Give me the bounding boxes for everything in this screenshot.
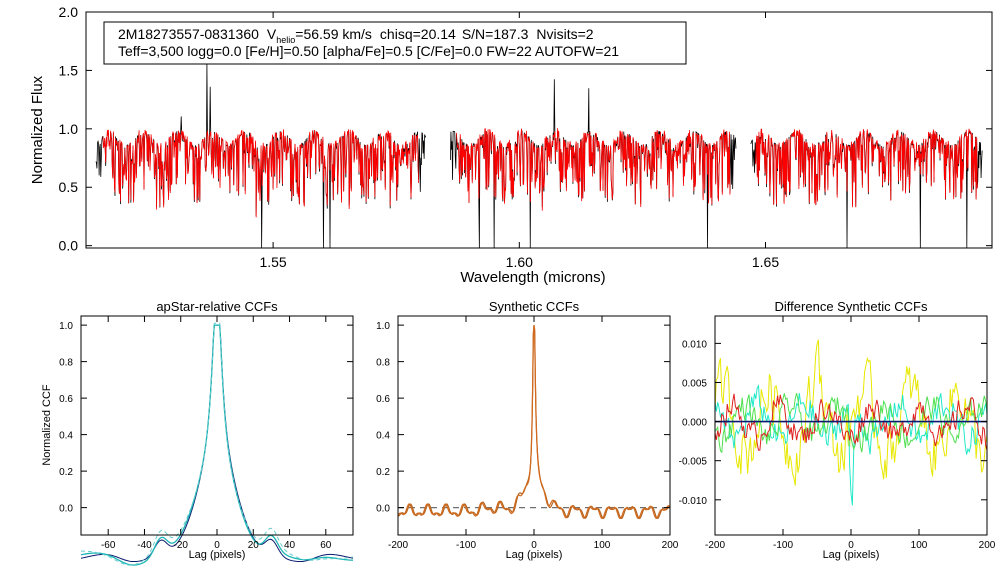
vhelio-subscript: helio <box>276 35 295 45</box>
y-tick-label: 0.6 <box>59 394 73 405</box>
y-tick-label: 0.4 <box>59 431 73 442</box>
y-tick-label: 0.0 <box>376 504 390 515</box>
spectrum-y-label: Normalized Flux <box>29 75 46 184</box>
synthetic-spectrum-line <box>755 128 978 208</box>
nvisits-value: Nvisits=2 <box>536 26 593 42</box>
x-tick-label: -60 <box>101 540 116 551</box>
spectrum-ticks: 1.55 1.60 1.65 0.0 0.5 1.0 1.5 2.0 <box>59 4 992 270</box>
annotation-box <box>103 21 687 65</box>
x-tick-label: 0 <box>214 540 220 551</box>
synthetic-ccf-axes-frame <box>397 315 671 536</box>
difference-ccf-lines <box>714 339 988 506</box>
x-tick-label: 200 <box>662 540 679 551</box>
annotation-line-1: 2M18273557-0831360 Vhelio=56.59 km/s chisq… <box>118 26 594 45</box>
synthetic-ccf-series-line <box>397 325 671 520</box>
apstar-ccf-ticks: -60 -40 -20 0 20 40 60 0.0 0.2 0.4 0.6 0.8 1.0 <box>59 316 353 551</box>
x-tick-label: -200 <box>705 540 725 551</box>
apstar-ccf-y-label: Normalized CCF <box>41 384 53 466</box>
y-tick-label: 0.8 <box>376 358 390 369</box>
x-tick-label: 200 <box>979 540 996 551</box>
y-tick-label: 0.010 <box>682 339 707 350</box>
difference-ccf-title: Difference Synthetic CCFs <box>775 299 928 314</box>
vhelio-label: V <box>267 26 277 42</box>
star-id: 2M18273557-0831360 <box>118 26 259 42</box>
y-tick-label: 1.5 <box>59 62 79 78</box>
y-tick-label: 0.8 <box>59 358 73 369</box>
annotation-line-2: Teff=3,500 logg=0.0 [Fe/H]=0.50 [alpha/F… <box>118 43 619 59</box>
x-tick-label: 20 <box>248 540 260 551</box>
x-tick-label: 1.65 <box>752 254 779 270</box>
x-tick-label: -200 <box>388 540 408 551</box>
x-tick-label: 60 <box>320 540 332 551</box>
y-tick-label: 0.0 <box>59 238 79 254</box>
y-tick-label: 2.0 <box>59 4 79 20</box>
apstar-ccf-series-line <box>80 322 354 566</box>
y-tick-label: -0.010 <box>679 496 708 507</box>
x-tick-label: -40 <box>137 540 152 551</box>
difference-ccf-series-line <box>714 384 988 506</box>
y-tick-label: -0.005 <box>679 457 708 468</box>
x-tick-label: 100 <box>594 540 611 551</box>
y-tick-label: 1.0 <box>59 121 79 137</box>
difference-ccf-series-line <box>714 393 988 451</box>
x-tick-label: -100 <box>773 540 793 551</box>
x-tick-label: 100 <box>911 540 928 551</box>
apstar-ccf-title: apStar-relative CCFs <box>156 299 278 314</box>
apstar-ccf-axes-frame <box>80 315 354 536</box>
difference-ccf-series-line <box>714 339 988 486</box>
y-tick-label: 0.0 <box>59 504 73 515</box>
spectrum-x-label: Wavelength (microns) <box>460 269 605 286</box>
x-tick-label: -100 <box>456 540 476 551</box>
x-tick-label: 0 <box>848 540 854 551</box>
apstar-ccf-x-label: Lag (pixels) <box>189 549 246 561</box>
x-tick-label: 0 <box>531 540 537 551</box>
apstar-ccf-series-line <box>80 324 354 566</box>
synthetic-ccf-lines <box>397 325 671 520</box>
y-tick-label: 1.0 <box>376 321 390 332</box>
y-tick-label: 0.4 <box>376 431 390 442</box>
apstar-ccf-series-line <box>80 324 354 563</box>
synthetic-ccf-x-label: Lag (pixels) <box>506 549 563 561</box>
apstar-ccf-panel: apStar-relative CCFs -60 -40 -20 0 20 40 60 0.0… <box>41 299 354 566</box>
difference-ccf-x-label: Lag (pixels) <box>823 549 880 561</box>
x-tick-label: 1.60 <box>506 254 533 270</box>
synthetic-ccf-title: Synthetic CCFs <box>489 299 580 314</box>
synthetic-spectrum-line <box>102 129 420 218</box>
spectrum-axes-frame <box>85 11 993 249</box>
synthetic-ccf-series-line <box>397 325 671 520</box>
x-tick-label: -20 <box>174 540 189 551</box>
y-tick-label: 0.6 <box>376 394 390 405</box>
y-tick-label: 0.5 <box>59 179 79 195</box>
apstar-ccf-lines <box>80 322 354 566</box>
y-tick-label: 0.2 <box>59 467 73 478</box>
spectrum-lines <box>95 62 983 249</box>
difference-ccf-ticks: -200 -100 0 100 200 -0.010 -0.005 0.000 0.005 0.0… <box>679 316 996 551</box>
chisq-value: chisq=20.14 <box>380 26 456 42</box>
x-tick-label: 1.55 <box>259 254 286 270</box>
synthetic-ccf-ticks: -200 -100 0 100 200 0.0 0.2 0.4 0.6 0.8 1.0 <box>376 316 679 551</box>
synthetic-spectrum-line <box>455 128 731 211</box>
spectrum-panel: 1.55 1.60 1.65 0.0 0.5 1.0 1.5 2.0 Wavelength (… <box>29 4 993 286</box>
y-tick-label: 1.0 <box>59 321 73 332</box>
vhelio-value: =56.59 km/s <box>295 26 372 42</box>
y-tick-label: 0.005 <box>682 378 707 389</box>
x-tick-label: 40 <box>284 540 296 551</box>
snr-value: S/N=187.3 <box>462 26 529 42</box>
difference-ccf-panel: Difference Synthetic CCFs -200 -100 0 100 20… <box>679 299 996 561</box>
y-tick-label: 0.000 <box>682 418 707 429</box>
synthetic-ccf-panel: Synthetic CCFs -200 -100 0 100 200 0.0 0.2 0.4 0… <box>376 299 679 561</box>
y-tick-label: 0.2 <box>376 467 390 478</box>
